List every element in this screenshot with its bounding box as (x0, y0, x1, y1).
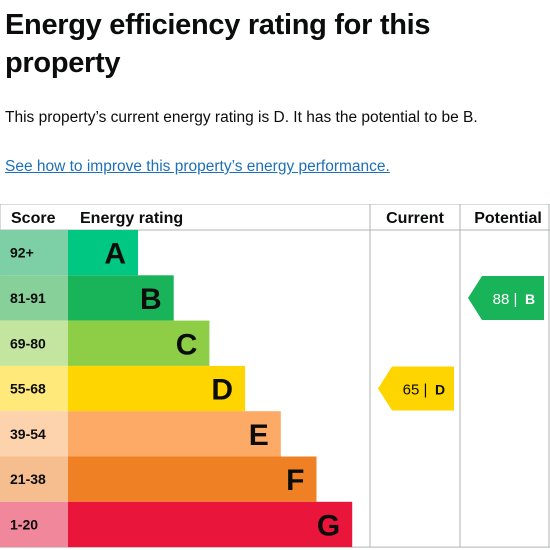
score-range-81-91: 81-91 (10, 290, 46, 306)
rating-bar-g (68, 501, 353, 548)
header-current: Current (386, 210, 444, 227)
score-cell-69-80 (0, 320, 68, 366)
score-cell-21-38 (0, 456, 68, 502)
rating-bar-e (68, 411, 281, 457)
rating-letter-a: A (104, 238, 126, 271)
score-cell-39-54 (0, 411, 68, 457)
page-title: Energy efficiency rating for this proper… (5, 9, 431, 79)
rating-bar-d (68, 365, 246, 412)
potential-marker-letter: B (525, 291, 535, 307)
current-marker-arrow (378, 366, 454, 411)
rating-letter-e: E (249, 419, 269, 452)
header-potential: Potential (474, 210, 542, 227)
potential-rating-marker: 88 | B (468, 275, 544, 320)
score-range-21-38: 21-38 (10, 471, 46, 487)
score-cell-92plus (0, 230, 68, 276)
header-score: Score (11, 210, 56, 227)
rating-bar-a (68, 230, 138, 276)
rating-bar-b (68, 275, 174, 321)
rating-summary: This property’s current energy rating is… (5, 109, 478, 126)
score-range-55-68: 55-68 (10, 381, 46, 397)
current-marker-value: 65 | (403, 382, 428, 399)
score-range-69-80: 69-80 (10, 335, 46, 351)
header-energy-rating: Energy rating (80, 210, 183, 227)
current-marker-letter: D (435, 382, 445, 398)
score-range-92plus: 92+ (10, 245, 34, 261)
rating-letter-g: G (317, 509, 340, 542)
rating-letter-d: D (211, 374, 233, 407)
potential-marker-value: 88 | (493, 291, 518, 308)
rating-letter-f: F (286, 464, 304, 497)
rating-bar-c (68, 320, 210, 366)
score-cell-1-20 (0, 501, 68, 548)
score-range-1-20: 1-20 (10, 516, 38, 532)
score-cell-55-68 (0, 365, 68, 412)
score-cell-81-91 (0, 275, 68, 321)
rating-letter-c: C (176, 328, 198, 361)
current-rating-marker: 65 | D (378, 366, 454, 411)
score-range-39-54: 39-54 (10, 426, 46, 442)
potential-marker-arrow (468, 275, 544, 320)
improve-energy-link[interactable]: See how to improve this property’s energ… (5, 158, 390, 175)
energy-rating-chart: 92+ A81-91 B69-80 C55-68 D39-54 E21-38 F1-20 G … (0, 204, 550, 548)
rating-bar-f (68, 456, 317, 502)
rating-letter-b: B (140, 283, 162, 316)
